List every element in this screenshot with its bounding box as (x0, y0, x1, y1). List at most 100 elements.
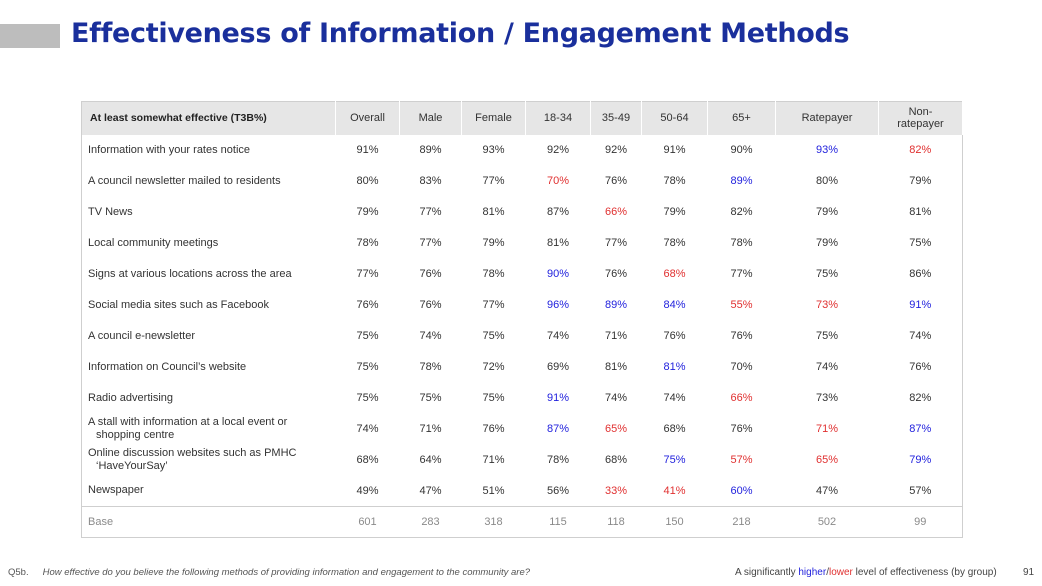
table-cell: 79% (356, 206, 379, 218)
table-cell: 71% (482, 454, 505, 466)
table-cell: 75% (482, 392, 505, 404)
table-cell: 77% (356, 268, 379, 280)
table-cell: 66% (604, 206, 628, 218)
table-cell: 69% (546, 361, 570, 373)
table-row: Local community meetings 78% 77% 79% 81% 77% 7… (82, 228, 963, 259)
table-cell: 91% (546, 392, 570, 404)
row-label: A stall with information at a local even… (82, 414, 336, 445)
base-cell: 115 (525, 506, 591, 538)
table-cell: 89% (604, 299, 628, 311)
table-cell: 64% (419, 454, 442, 466)
base-cell: 218 (707, 506, 776, 538)
table-row: A stall with information at a local even… (82, 414, 963, 445)
table-row: Information with your rates notice 91% 89%… (82, 135, 963, 166)
table-cell: 79% (815, 237, 839, 249)
table-body: Information with your rates notice 91% 89%… (81, 135, 963, 538)
table-cell: 57% (730, 454, 753, 466)
table-cell: 91% (663, 144, 686, 156)
row-label: Newspaper (82, 476, 336, 507)
legend-separator: / (826, 567, 829, 578)
legend-suffix: level of effectiveness (by group) (852, 567, 997, 578)
title-accent-bar (0, 24, 60, 48)
table-cell: 74% (604, 392, 628, 404)
column-header: 50-64 (641, 101, 708, 135)
row-label-text: TV News (88, 205, 133, 218)
row-label: Online discussion websites such as PMHC ‘… (82, 445, 336, 476)
effectiveness-table: At least somewhat effective (T3B%) Overa… (81, 101, 963, 538)
table-cell: 56% (546, 484, 570, 497)
table-cell: 71% (604, 330, 628, 342)
row-label: Information on Council’s website (82, 352, 336, 383)
table-cell: 74% (356, 423, 379, 435)
row-label: Information with your rates notice (82, 135, 336, 166)
row-label-text: Online discussion websites such as PMHC (88, 447, 297, 459)
table-cell: 78% (663, 237, 686, 249)
table-cell: 75% (356, 392, 379, 404)
base-row: Base 601 283 318 115 118 150 218 502 99 (81, 506, 963, 538)
table-header-label: At least somewhat effective (T3B%) (81, 101, 336, 135)
table-cell: 74% (815, 361, 839, 373)
table-cell: 75% (356, 330, 379, 342)
table-cell: 55% (730, 299, 753, 311)
table-cell: 77% (419, 206, 442, 218)
table-cell: 74% (546, 330, 570, 342)
table-cell: 73% (815, 392, 839, 404)
table-cell: 70% (730, 361, 753, 373)
table-cell: 78% (730, 237, 753, 249)
table-cell: 75% (482, 330, 505, 342)
base-cell: 283 (399, 506, 462, 538)
question-number: Q5b. (8, 567, 29, 578)
row-label: Local community meetings (82, 228, 336, 259)
table-cell: 75% (419, 392, 442, 404)
row-label-text: A stall with information at a local even… (88, 416, 288, 428)
row-label-text: Social media sites such as Facebook (88, 298, 269, 311)
table-cell: 75% (815, 268, 839, 280)
row-label: Signs at various locations across the ar… (82, 259, 336, 290)
table-cell: 81% (546, 237, 570, 249)
row-label-text: Local community meetings (88, 236, 219, 249)
table-cell: 68% (663, 423, 686, 435)
row-label-text-continued: shopping centre (96, 429, 175, 441)
table-cell: 76% (604, 268, 628, 280)
table-cell: 76% (356, 299, 379, 311)
table-cell: 82% (730, 206, 753, 218)
table-cell: 77% (482, 299, 505, 311)
table-cell: 90% (730, 144, 753, 156)
table-row: Signs at various locations across the ar… (82, 259, 963, 290)
column-header: Female (461, 101, 526, 135)
table-cell: 51% (482, 484, 505, 497)
table-cell: 80% (815, 175, 839, 187)
table-cell: 89% (419, 144, 442, 156)
table-cell: 75% (909, 237, 932, 249)
table-cell: 92% (604, 144, 628, 156)
row-label: TV News (82, 197, 336, 228)
table-cell: 77% (730, 268, 753, 280)
row-label: Social media sites such as Facebook (82, 290, 336, 321)
table-cell: 75% (356, 361, 379, 373)
row-label-text: A council newsletter mailed to residents (88, 174, 281, 187)
table-cell: 57% (909, 484, 932, 497)
row-label-text: Radio advertising (88, 391, 173, 404)
row-label-text-continued: ‘HaveYourSay’ (96, 460, 168, 472)
table-cell: 71% (419, 423, 442, 435)
base-cell: 601 (335, 506, 400, 538)
table-cell: 76% (909, 361, 932, 373)
significance-legend: A significantly higher/lower level of ef… (735, 567, 997, 578)
table-row: Social media sites such as Facebook 76% 76… (82, 290, 963, 321)
table-cell: 87% (909, 423, 932, 435)
table-cell: 78% (356, 237, 379, 249)
table-cell: 75% (663, 454, 686, 466)
table-cell: 91% (356, 144, 379, 156)
row-label: A council e-newsletter (82, 321, 336, 352)
row-label: Radio advertising (82, 383, 336, 414)
table-cell: 75% (815, 330, 839, 342)
table-row: Newspaper 49% 47% 51% 56% 33% 41% 60% 47% 57% (82, 476, 963, 507)
column-header: Non- ratepayer (878, 101, 963, 135)
column-header: 65+ (707, 101, 776, 135)
table-cell: 82% (909, 144, 932, 156)
question-text: How effective do you believe the followi… (42, 567, 531, 578)
table-cell: 65% (604, 423, 628, 435)
table-row: Information on Council’s website 75% 78% 72… (82, 352, 963, 383)
row-label-text: Information on Council’s website (88, 360, 247, 373)
table-cell: 79% (482, 237, 505, 249)
